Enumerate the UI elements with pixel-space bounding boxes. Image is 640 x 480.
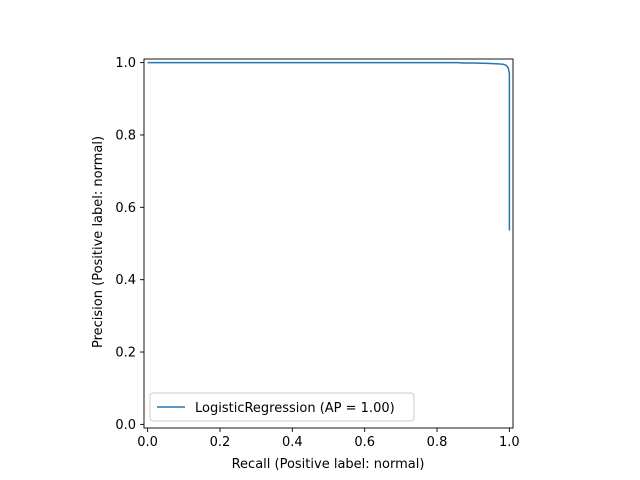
legend: LogisticRegression (AP = 1.00) xyxy=(149,392,415,422)
x-tick-label: 0.2 xyxy=(210,435,231,450)
x-tick-label: 0.8 xyxy=(427,435,448,450)
legend-box xyxy=(149,392,415,422)
x-tick-label: 0.0 xyxy=(137,435,158,450)
precision-recall-curve xyxy=(147,61,511,231)
x-tick-label: 0.4 xyxy=(282,435,303,450)
y-tick-label: 0.2 xyxy=(115,346,136,361)
plot-area: 0.0 0.2 0.4 0.6 0.8 1.0 0.0 0.2 0.4 0.6 0.8 1.0 xyxy=(115,56,519,450)
y-axis-label: Precision (Positive label: normal) xyxy=(91,136,106,348)
y-tick-label: 0.8 xyxy=(115,128,136,143)
y-tick-label: 1.0 xyxy=(115,56,136,71)
x-axis-ticks: 0.0 0.2 0.4 0.6 0.8 1.0 xyxy=(137,428,520,450)
x-tick-label: 0.6 xyxy=(354,435,375,450)
y-tick-label: 0.4 xyxy=(115,273,136,288)
y-tick-label: 0.6 xyxy=(115,201,136,216)
y-axis-ticks: 0.0 0.2 0.4 0.6 0.8 1.0 xyxy=(115,56,144,433)
x-axis-label: Recall (Positive label: normal) xyxy=(232,457,425,472)
legend-entry-label: LogisticRegression (AP = 1.00) xyxy=(195,401,395,416)
axes-frame xyxy=(143,58,514,429)
y-tick-label: 0.0 xyxy=(115,418,136,433)
curve-layer xyxy=(147,61,511,231)
x-tick-label: 1.0 xyxy=(499,435,520,450)
